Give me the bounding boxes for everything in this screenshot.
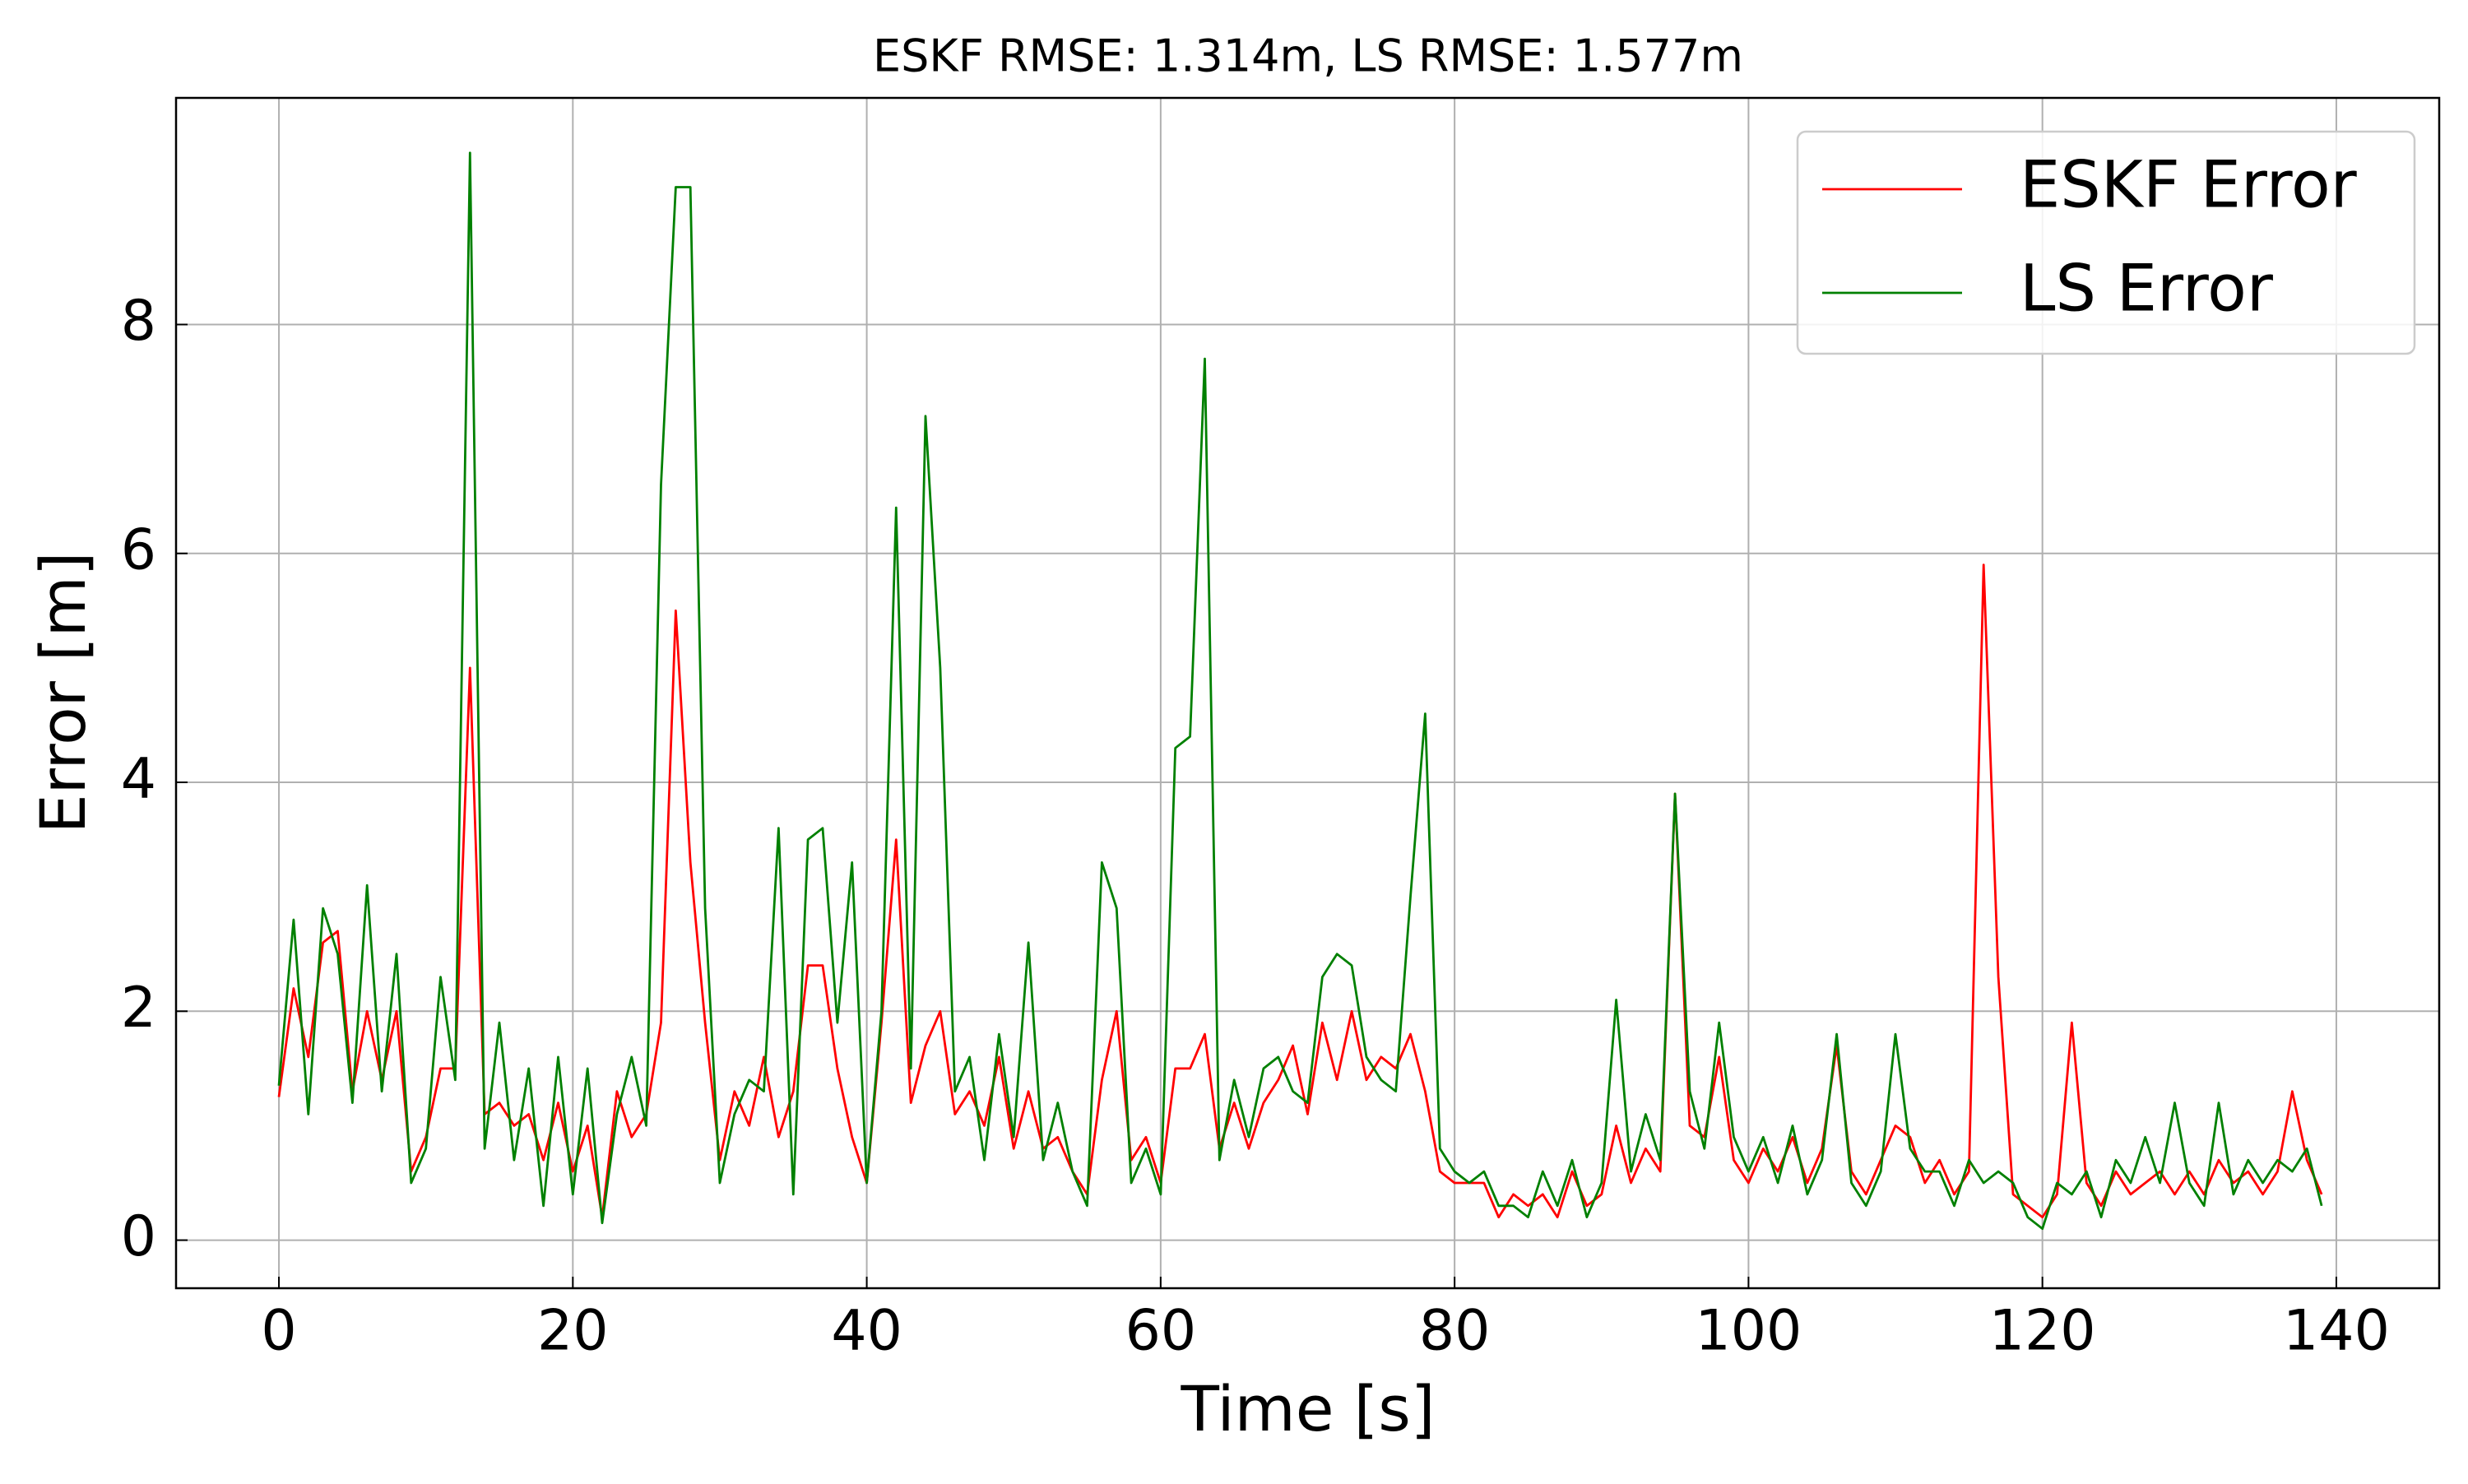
y-axis-label: Error [m]: [26, 552, 100, 834]
x-tick-label: 140: [2283, 1299, 2390, 1364]
y-tick-label: 6: [121, 517, 156, 582]
x-tick-label: 60: [1125, 1299, 1197, 1364]
x-tick-label: 100: [1696, 1299, 1802, 1364]
x-tick-label: 120: [1989, 1299, 2096, 1364]
series-line: [277, 151, 2323, 1231]
x-tick-label: 80: [1419, 1299, 1491, 1364]
x-tick-label: 0: [261, 1299, 296, 1364]
series-line: [277, 563, 2323, 1219]
plot-frame: [174, 96, 2441, 1290]
y-tick-label: 4: [121, 747, 156, 812]
y-tick-label: 8: [121, 289, 156, 354]
x-tick-label: 40: [831, 1299, 902, 1364]
y-tick-label: 0: [121, 1204, 156, 1269]
y-tick-label: 2: [121, 976, 156, 1041]
legend-label: ESKF Error: [2020, 148, 2358, 222]
chart-title: ESKF RMSE: 1.314m, LS RMSE: 1.577m: [873, 30, 1743, 82]
x-tick-label: 20: [537, 1299, 609, 1364]
x-axis-label: Time [s]: [1180, 1372, 1435, 1445]
legend-label: LS Error: [2020, 252, 2274, 326]
legend-box: [1796, 130, 2416, 355]
